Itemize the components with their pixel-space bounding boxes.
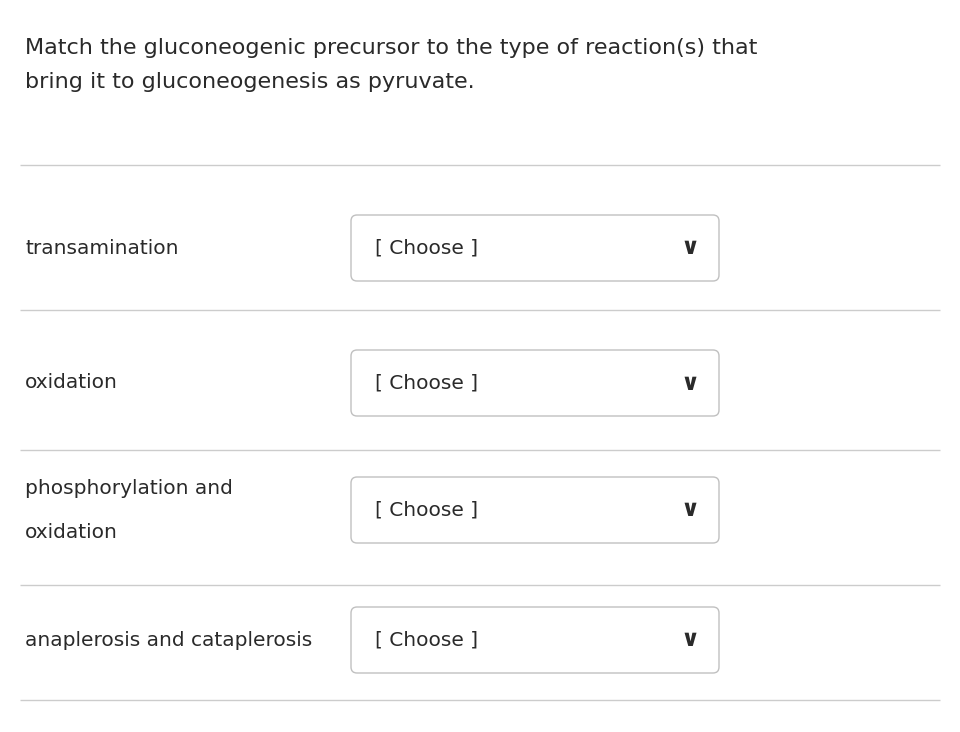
Text: [ Choose ]: [ Choose ]	[375, 630, 478, 649]
FancyBboxPatch shape	[351, 607, 719, 673]
FancyBboxPatch shape	[351, 350, 719, 416]
Text: ∨: ∨	[681, 236, 700, 260]
Text: phosphorylation and: phosphorylation and	[25, 479, 233, 498]
Text: [ Choose ]: [ Choose ]	[375, 239, 478, 258]
Text: oxidation: oxidation	[25, 523, 118, 542]
Text: [ Choose ]: [ Choose ]	[375, 501, 478, 520]
Text: ∨: ∨	[681, 629, 700, 651]
Text: anaplerosis and cataplerosis: anaplerosis and cataplerosis	[25, 630, 312, 649]
FancyBboxPatch shape	[351, 215, 719, 281]
FancyBboxPatch shape	[351, 477, 719, 543]
FancyBboxPatch shape	[355, 611, 715, 669]
Text: ∨: ∨	[681, 372, 700, 395]
Text: bring it to gluconeogenesis as pyruvate.: bring it to gluconeogenesis as pyruvate.	[25, 72, 474, 92]
FancyBboxPatch shape	[355, 481, 715, 539]
Text: Match the gluconeogenic precursor to the type of reaction(s) that: Match the gluconeogenic precursor to the…	[25, 38, 757, 58]
Text: oxidation: oxidation	[25, 373, 118, 392]
Text: ∨: ∨	[681, 498, 700, 521]
Text: transamination: transamination	[25, 239, 179, 258]
FancyBboxPatch shape	[355, 354, 715, 412]
Text: [ Choose ]: [ Choose ]	[375, 373, 478, 392]
FancyBboxPatch shape	[355, 219, 715, 277]
